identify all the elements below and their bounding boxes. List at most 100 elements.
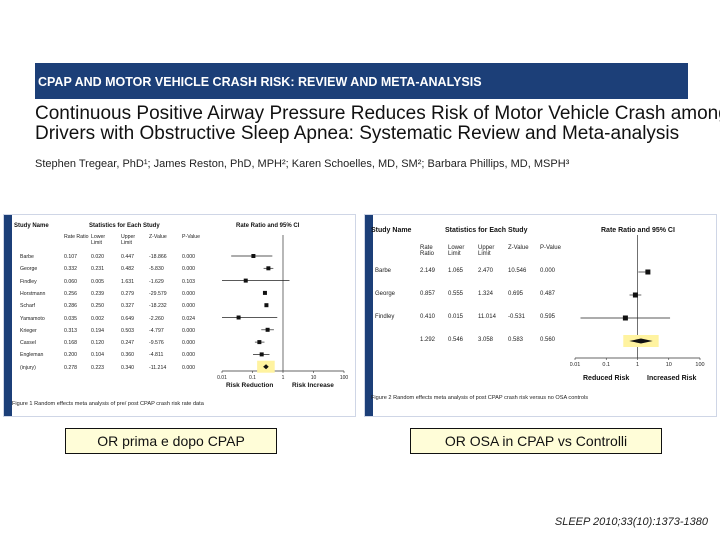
fig2-left-label: Reduced Risk <box>583 375 630 382</box>
stat-subheader: Lower Limit <box>91 234 106 246</box>
stat-value: 11.014 <box>478 314 496 320</box>
fig1-col-ci: Rate Ratio and 95% CI <box>236 223 300 229</box>
banner-text: CPAP AND MOTOR VEHICLE CRASH RISK: REVIE… <box>38 75 482 89</box>
paper-title: Continuous Positive Airway Pressure Redu… <box>35 104 720 144</box>
study-name: George <box>20 266 38 273</box>
point-estimate <box>632 292 638 298</box>
stat-value: 0.168 <box>64 340 77 347</box>
stat-value: 0.482 <box>121 266 134 273</box>
stat-value: 0.560 <box>540 337 556 343</box>
stat-value: 0.247 <box>121 340 134 347</box>
stat-value: -1.629 <box>149 278 164 285</box>
axis-tick-label: 1 <box>636 362 639 368</box>
stat-value: 0.279 <box>121 290 134 297</box>
stat-subheader: Lower Limit <box>448 245 465 257</box>
fig2-col-stats: Statistics for Each Study <box>445 227 528 234</box>
authors: Stephen Tregear, PhD¹; James Reston, PhD… <box>35 158 570 170</box>
citation-text: SLEEP 2010;33(10):1373-1380 <box>554 516 708 528</box>
pooled-diamond <box>629 338 653 344</box>
stat-value: 0.060 <box>64 278 77 285</box>
point-estimate <box>251 254 256 258</box>
axis-tick-label: 0.01 <box>217 375 227 381</box>
stat-value: 0.000 <box>182 352 195 359</box>
stat-value: 0.503 <box>121 327 134 334</box>
study-name: Scharf <box>20 303 35 310</box>
axis-tick-label: 1 <box>282 375 285 381</box>
stat-value: 0.005 <box>91 278 104 285</box>
stat-subheader: Upper Limit <box>121 234 136 246</box>
stat-value: -18.232 <box>149 303 167 310</box>
stat-value: 0.000 <box>182 364 195 371</box>
stat-value: 0.015 <box>448 314 464 320</box>
fig1-left-label: Risk Reduction <box>226 382 274 389</box>
study-name: Barbe <box>20 254 34 260</box>
fig2-forest-plot: 0.01 0.1 1 10 100 <box>570 235 705 368</box>
stat-value: 0.194 <box>91 327 104 334</box>
stat-value: 1.631 <box>121 278 134 285</box>
figure-1-accent-bar <box>4 215 12 416</box>
axis-tick-label: 0.1 <box>602 362 610 368</box>
figure-2: Study Name Statistics for Each Study Rat… <box>364 214 717 417</box>
fig1-col-stats: Statistics for Each Study <box>89 223 160 229</box>
point-estimate <box>264 303 269 308</box>
axis-tick-label: 100 <box>695 362 704 368</box>
stat-value: 1.065 <box>448 268 464 274</box>
stat-value: 0.000 <box>182 254 195 260</box>
stat-value: 0.231 <box>91 266 104 273</box>
stat-subheader: Rate Ratio <box>420 245 435 257</box>
stat-value: 0.200 <box>64 352 77 359</box>
study-name: Horstmann <box>20 290 46 297</box>
stat-value: 0.286 <box>64 303 77 310</box>
stat-value: 0.239 <box>91 290 104 297</box>
study-name: Findley <box>20 278 37 285</box>
stat-value: 0.327 <box>121 303 134 310</box>
stat-value: 0.035 <box>64 315 77 322</box>
title-line-2: Drivers with Obstructive Sleep Apnea: Sy… <box>35 123 680 144</box>
axis-tick-label: 10 <box>666 362 672 368</box>
study-name: Engleman <box>20 352 44 359</box>
stat-subheader: Z-Value <box>508 245 529 251</box>
stat-value: 0.000 <box>540 268 556 274</box>
stat-value: 0.360 <box>121 352 134 359</box>
fig2-col-study: Study Name <box>371 227 412 234</box>
stat-value: 0.000 <box>182 266 195 273</box>
stat-value: 0.256 <box>64 290 77 297</box>
stat-value: 0.340 <box>121 364 134 371</box>
stat-value: 0.555 <box>448 291 464 297</box>
fig2-col-ci: Rate Ratio and 95% CI <box>601 227 675 234</box>
stat-value: 0.583 <box>508 337 524 343</box>
stat-value: 10.546 <box>508 268 527 274</box>
stat-value: 0.000 <box>182 340 195 347</box>
stat-value: 0.000 <box>182 327 195 334</box>
stat-value: 0.447 <box>121 254 134 260</box>
stat-value: 0.546 <box>448 337 464 343</box>
stat-value: 0.857 <box>420 291 436 297</box>
point-estimate <box>622 315 628 321</box>
stat-value: 0.120 <box>91 340 104 347</box>
fig2-right-label: Increased Risk <box>647 375 697 382</box>
fig1-forest-plot: 0.01 0.1 1 10 100 <box>217 235 348 381</box>
point-estimate <box>257 340 262 345</box>
point-estimate <box>243 278 248 283</box>
stat-value: 2.149 <box>420 268 436 274</box>
stat-value: 0.000 <box>182 303 195 310</box>
point-estimate <box>265 327 270 332</box>
fig2-caption: Figure 2 Random effects meta analysis of… <box>371 395 589 401</box>
stat-value: 0.487 <box>540 291 556 297</box>
stat-value: -9.576 <box>149 340 164 347</box>
stat-subheader: P-Value <box>540 245 561 251</box>
study-name: Yamamoto <box>20 315 45 322</box>
stat-subheader: Upper Limit <box>478 245 495 257</box>
stat-value: 0.695 <box>508 291 524 297</box>
pooled-diamond <box>263 364 269 370</box>
stat-value: 0.595 <box>540 314 556 320</box>
stat-value: 0.649 <box>121 315 134 322</box>
figure-2-accent-bar <box>365 215 373 416</box>
point-estimate <box>262 290 267 295</box>
point-estimate <box>236 315 241 320</box>
stat-value: 0.000 <box>182 290 195 297</box>
stat-value: 1.292 <box>420 337 436 343</box>
stat-value: -18.866 <box>149 254 167 260</box>
stat-value: -4.797 <box>149 327 164 334</box>
point-estimate <box>266 266 271 271</box>
